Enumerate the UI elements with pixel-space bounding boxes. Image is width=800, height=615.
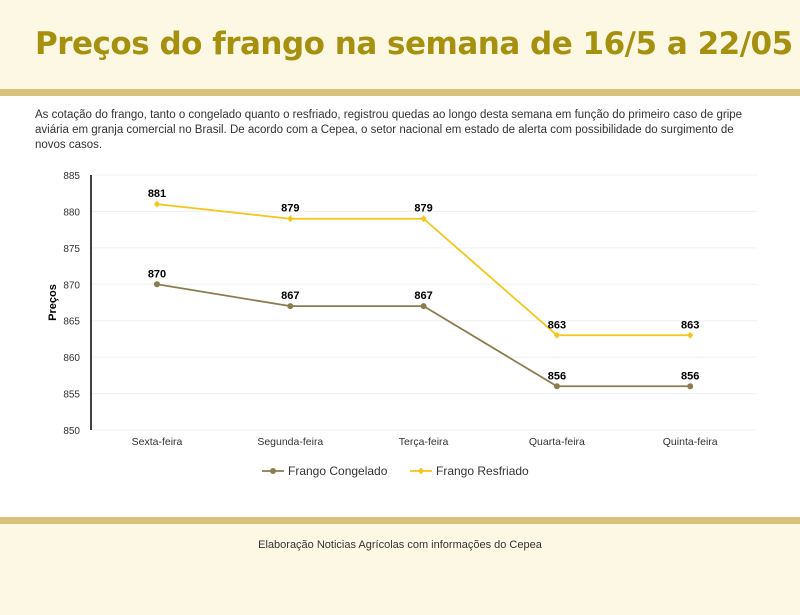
series-line bbox=[156, 203, 691, 337]
data-label: 856 bbox=[681, 370, 699, 382]
line-chart: 850 855 860 865 870 875 880 885 Preços Sexta-feir… bbox=[47, 171, 757, 478]
y-tick-label: 875 bbox=[63, 244, 80, 255]
y-tick-label: 880 bbox=[63, 207, 80, 218]
data-point bbox=[287, 215, 294, 223]
data-point bbox=[687, 331, 694, 339]
page-title: Preços do frango na semana de 16/5 a 22/… bbox=[35, 26, 793, 62]
y-tick-label: 885 bbox=[63, 171, 80, 182]
x-tick-label: Sexta-feira bbox=[132, 436, 183, 448]
divider bbox=[0, 89, 800, 96]
data-label: 870 bbox=[148, 268, 166, 280]
data-point bbox=[553, 331, 560, 339]
data-point bbox=[154, 200, 160, 208]
x-tick-label: Segunda-feira bbox=[257, 436, 323, 448]
data-point bbox=[687, 383, 694, 390]
legend-label: Frango Resfriado bbox=[436, 464, 529, 478]
y-axis-label: Preços bbox=[47, 284, 59, 321]
data-point bbox=[553, 383, 560, 390]
y-tick-label: 870 bbox=[63, 280, 80, 291]
source-note: Elaboração Noticias Agrícolas com inform… bbox=[258, 539, 542, 551]
data-label: 867 bbox=[414, 290, 432, 302]
x-tick-label: Quinta-feira bbox=[663, 436, 718, 448]
data-point bbox=[420, 303, 427, 310]
data-point bbox=[154, 281, 160, 288]
data-label: 879 bbox=[414, 203, 432, 215]
data-label: 863 bbox=[681, 319, 699, 331]
y-tick-label: 860 bbox=[63, 353, 80, 364]
description: As cotação do frango, tanto o congelado … bbox=[35, 109, 743, 151]
footer: Elaboração Noticias Agrícolas com inform… bbox=[0, 524, 800, 615]
data-label: 879 bbox=[281, 203, 299, 215]
legend-marker bbox=[270, 468, 276, 474]
legend-label: Frango Congelado bbox=[288, 464, 388, 478]
divider bbox=[0, 517, 800, 524]
data-label: 867 bbox=[281, 290, 299, 302]
header-band: Preços do frango na semana de 16/5 a 22/… bbox=[0, 0, 800, 89]
data-label: 863 bbox=[548, 319, 566, 331]
data-label: 881 bbox=[148, 188, 166, 200]
x-tick-label: Terça-feira bbox=[399, 436, 449, 448]
y-tick-label: 855 bbox=[63, 390, 80, 401]
y-tick-label: 850 bbox=[63, 426, 80, 437]
data-point bbox=[287, 303, 294, 310]
data-point bbox=[420, 215, 427, 223]
y-tick-label: 865 bbox=[63, 317, 80, 328]
legend-marker bbox=[418, 467, 424, 475]
data-label: 856 bbox=[548, 370, 566, 382]
x-tick-label: Quarta-feira bbox=[529, 436, 585, 448]
